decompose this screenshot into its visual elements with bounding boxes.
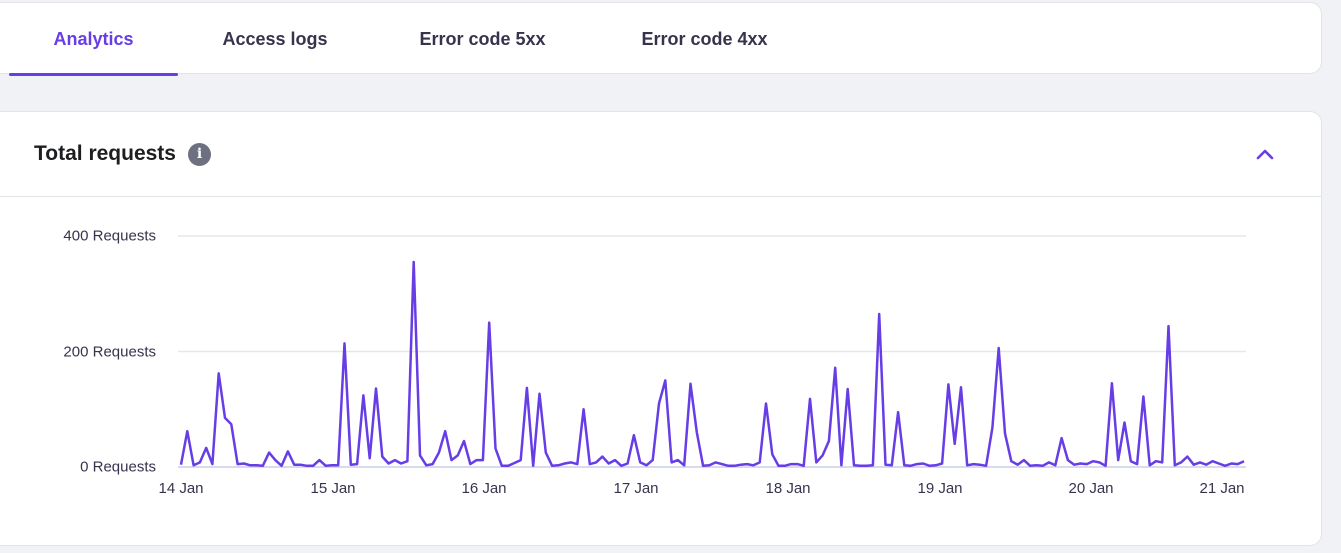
chevron-up-icon [1256,149,1274,160]
x-axis-label: 14 Jan [158,480,204,497]
x-axis-label: 20 Jan [1068,480,1114,497]
tab-access-logs[interactable]: Access logs [196,3,354,75]
tab-label: Analytics [53,28,134,49]
tab-label: Access logs [222,28,328,49]
card-title: Total requests i [34,142,211,166]
active-tab-indicator [9,73,178,76]
requests-chart: 0 Requests 200 Requests 400 Requests 14 Ja… [0,198,1322,546]
tab-error-4xx[interactable]: Error code 4xx [612,3,797,75]
x-axis-label: 18 Jan [765,480,811,497]
tab-label: Error code 5xx [419,28,546,49]
y-axis-label: 0 Requests [80,458,156,476]
x-axis-label: 16 Jan [461,480,507,497]
total-requests-card: Total requests i 0 Requests 200 Requests 4… [0,111,1322,546]
collapse-button[interactable] [1253,142,1277,166]
info-icon[interactable]: i [187,142,211,166]
tab-label: Error code 4xx [641,28,768,49]
card-header: Total requests i [0,112,1321,197]
line-chart-plot [178,235,1246,468]
tab-analytics[interactable]: Analytics [9,3,178,76]
card-title-text: Total requests [34,142,176,165]
x-axis-label: 19 Jan [917,480,963,497]
tab-bar: Analytics Access logs Error code 5xx Err… [0,2,1322,76]
x-axis-label: 15 Jan [310,480,356,497]
x-axis-label: 21 Jan [1199,480,1245,497]
tab-error-5xx[interactable]: Error code 5xx [390,3,575,75]
y-axis-label: 400 Requests [63,227,156,245]
y-axis-label: 200 Requests [63,343,156,360]
x-axis-label: 17 Jan [613,480,659,497]
requests-line[interactable] [179,260,1245,468]
